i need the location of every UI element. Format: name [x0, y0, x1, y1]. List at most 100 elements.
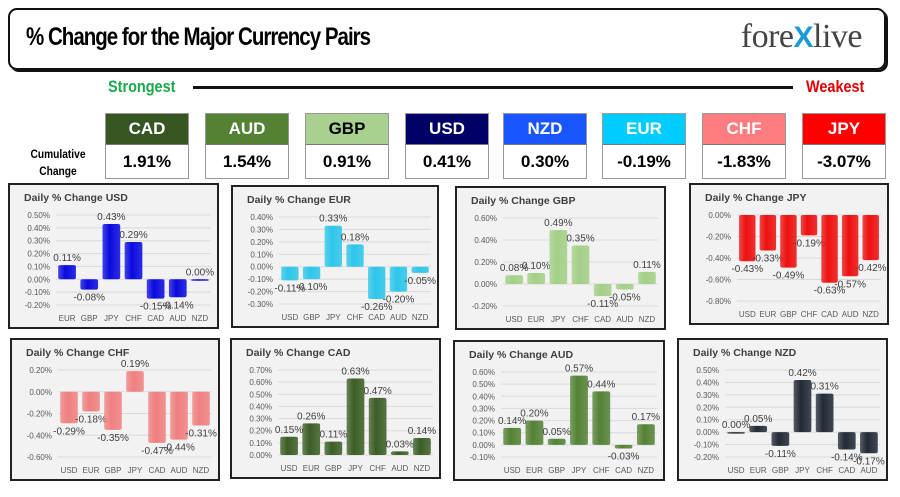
y-tick-label: 0.10% — [250, 250, 273, 259]
x-tick-label: CAD — [368, 313, 385, 322]
data-label: 0.08% — [500, 263, 528, 274]
data-label: 0.26% — [297, 411, 325, 422]
y-tick-label: 0.20% — [250, 238, 273, 247]
currency-box-eur: EUR -0.19% — [602, 113, 686, 179]
bar-cad — [593, 284, 612, 297]
currency-box-nzd: NZD 0.30% — [503, 113, 587, 179]
data-label: -0.33% — [752, 253, 784, 264]
data-label: 0.14% — [408, 426, 436, 437]
x-tick-label: JPY — [551, 315, 566, 324]
x-tick-label: GBP — [105, 466, 122, 475]
data-label: 0.05% — [744, 414, 772, 425]
y-tick-label: 0.20% — [472, 417, 495, 426]
x-tick-label: AUD — [390, 313, 407, 322]
x-tick-label: AUD — [391, 464, 408, 473]
data-label: 0.05% — [543, 427, 571, 438]
data-label: 0.31% — [810, 382, 838, 393]
currency-box-jpy: JPY -3.07% — [802, 113, 886, 179]
data-label: 0.20% — [520, 409, 548, 420]
x-tick-label: CAD — [149, 466, 166, 475]
chart-panel-jpy: -0.80% -0.60% -0.40% -0.20% 0.00% -0.43% USD -0… — [689, 183, 889, 325]
bar-usd — [60, 391, 78, 424]
cumulative-value: 0.41% — [406, 145, 488, 178]
y-tick-label: 0.00% — [474, 280, 497, 289]
x-tick-label: JPY — [348, 464, 363, 473]
bar-aud — [389, 266, 408, 292]
bar-chf — [592, 391, 611, 445]
x-tick-label: GBP — [325, 464, 342, 473]
x-tick-label: CAD — [147, 314, 164, 323]
chart-panel-usd: -0.20% -0.10% 0.00% 0.10% 0.20% 0.30% 0.40% 0.5… — [8, 183, 219, 329]
x-tick-label: EUR — [759, 310, 776, 319]
bar-chf — [571, 245, 590, 284]
y-tick-label: 0.10% — [472, 429, 495, 438]
currency-name: AUD — [206, 114, 288, 145]
x-tick-label: JPY — [128, 466, 143, 475]
x-tick-label: AUD — [171, 466, 188, 475]
chart-title: Daily % Change CHF — [26, 347, 130, 359]
y-tick-label: 0.60% — [249, 378, 272, 387]
strongest-label: Strongest — [108, 77, 176, 96]
y-tick-label: -0.20% — [248, 288, 273, 297]
data-label: 0.44% — [587, 379, 615, 390]
data-label: 0.43% — [97, 212, 125, 223]
y-tick-label: 0.60% — [472, 368, 495, 377]
bar-chf — [815, 393, 834, 433]
data-label: 0.33% — [319, 214, 347, 225]
page-title: % Change for the Major Currency Pairs — [26, 23, 371, 51]
chart-title: Daily % Change CAD — [246, 347, 351, 359]
chart-panel-gbp: -0.20% 0.00% 0.20% 0.40% 0.60% 0.08% USD 0.10% E… — [455, 186, 666, 330]
data-label: 0.17% — [632, 412, 660, 423]
bar-eur — [302, 423, 321, 455]
y-tick-label: 0.50% — [27, 211, 50, 220]
bar-jpy — [793, 379, 812, 433]
chart-panel-cad: 0.00% 0.10% 0.20% 0.30% 0.40% 0.50% 0.60% 0.70%… — [230, 338, 441, 479]
bar-nzd — [638, 271, 656, 284]
bar-gbp — [324, 441, 343, 455]
bar-nzd — [192, 391, 210, 426]
x-tick-label: NZD — [862, 310, 879, 319]
data-label: -0.26% — [361, 302, 393, 313]
bar-usd — [281, 266, 299, 281]
x-tick-label: USD — [728, 466, 745, 475]
y-tick-label: -0.60% — [27, 453, 52, 462]
x-tick-label: CHF — [369, 464, 386, 473]
data-label: 0.29% — [119, 230, 147, 241]
data-label: -0.20% — [383, 295, 415, 306]
bar-chart: -0.20% 0.00% 0.20% 0.40% 0.60% 0.08% USD 0.10% E… — [472, 214, 661, 324]
cumulative-value: 0.30% — [504, 145, 586, 178]
x-tick-label: USD — [281, 464, 298, 473]
bar-chf — [124, 242, 143, 280]
bar-gbp — [302, 266, 321, 280]
currency-box-gbp: GBP 0.91% — [305, 113, 389, 179]
data-label: -0.29% — [53, 426, 85, 437]
data-label: 0.47% — [363, 386, 391, 397]
x-tick-label: NZD — [193, 466, 210, 475]
bar-nzd — [413, 438, 431, 455]
bar-gbp — [780, 215, 797, 268]
bar-jpy — [324, 225, 342, 267]
x-tick-label: EUR — [526, 466, 543, 475]
y-tick-label: 0.50% — [472, 380, 495, 389]
cumulative-value: -3.07% — [803, 145, 885, 178]
y-tick-label: -0.10% — [470, 453, 495, 462]
y-tick-label: 0.50% — [249, 390, 272, 399]
y-tick-label: 0.00% — [27, 275, 50, 284]
currency-box-usd: USD 0.41% — [405, 113, 489, 179]
y-tick-label: 0.70% — [249, 366, 272, 375]
x-tick-label: CHF — [801, 310, 818, 319]
y-tick-label: 0.30% — [249, 415, 272, 424]
x-tick-label: NZD — [192, 314, 209, 323]
chart-title: Daily % Change EUR — [247, 194, 351, 206]
x-tick-label: AUD — [860, 466, 877, 475]
bar-gbp — [80, 279, 99, 290]
bar-jpy — [570, 375, 588, 445]
cumulative-value: 0.91% — [306, 145, 388, 178]
bar-usd — [505, 275, 523, 284]
bar-aud — [860, 432, 878, 454]
header-banner: % Change for the Major Currency Pairs fo… — [8, 8, 886, 70]
y-tick-label: 0.20% — [696, 403, 719, 412]
bar-chart: -0.10% 0.00% 0.10% 0.20% 0.30% 0.40% 0.50% 0.60… — [470, 364, 660, 475]
currency-name: CAD — [106, 114, 188, 145]
bar-jpy — [102, 224, 121, 280]
